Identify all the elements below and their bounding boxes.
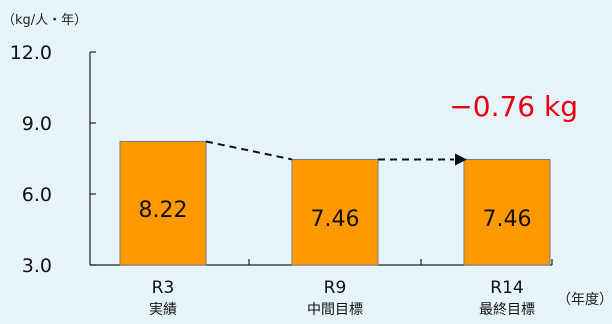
x-tick-label: R9	[324, 278, 347, 298]
trend-arrows	[205, 140, 467, 166]
trend-line-dashed	[205, 140, 293, 161]
y-axis: 3.0 6.0 9.0 12.0	[10, 42, 96, 277]
x-tick-label: R3	[152, 278, 175, 298]
bars: 8.22 7.46 7.46	[119, 140, 551, 266]
y-tick-label: 9.0	[22, 113, 52, 135]
x-unit-label: （年度）	[557, 292, 612, 308]
x-tick-sublabel: 中間目標	[307, 302, 363, 318]
bar	[119, 140, 207, 266]
x-tick-sublabel: 最終目標	[479, 302, 535, 318]
x-tick-sublabel: 実績	[149, 302, 177, 318]
y-unit-label: （kg/人・年）	[2, 13, 87, 28]
bar	[463, 158, 551, 266]
bar	[291, 158, 379, 266]
y-tick-label: 6.0	[22, 184, 52, 206]
bar-value-label: 7.46	[483, 207, 532, 232]
bar-value-label: 8.22	[139, 198, 188, 223]
y-tick-label: 12.0	[10, 42, 52, 64]
y-tick-label: 3.0	[22, 255, 52, 277]
arrow-head	[455, 153, 467, 166]
bar-value-label: 7.46	[311, 207, 360, 232]
x-tick-label: R14	[490, 278, 523, 298]
x-axis: R3 実績 R9 中間目標 R14 最終目標	[90, 259, 553, 318]
reduction-annotation: −0.76 kg	[449, 90, 578, 123]
